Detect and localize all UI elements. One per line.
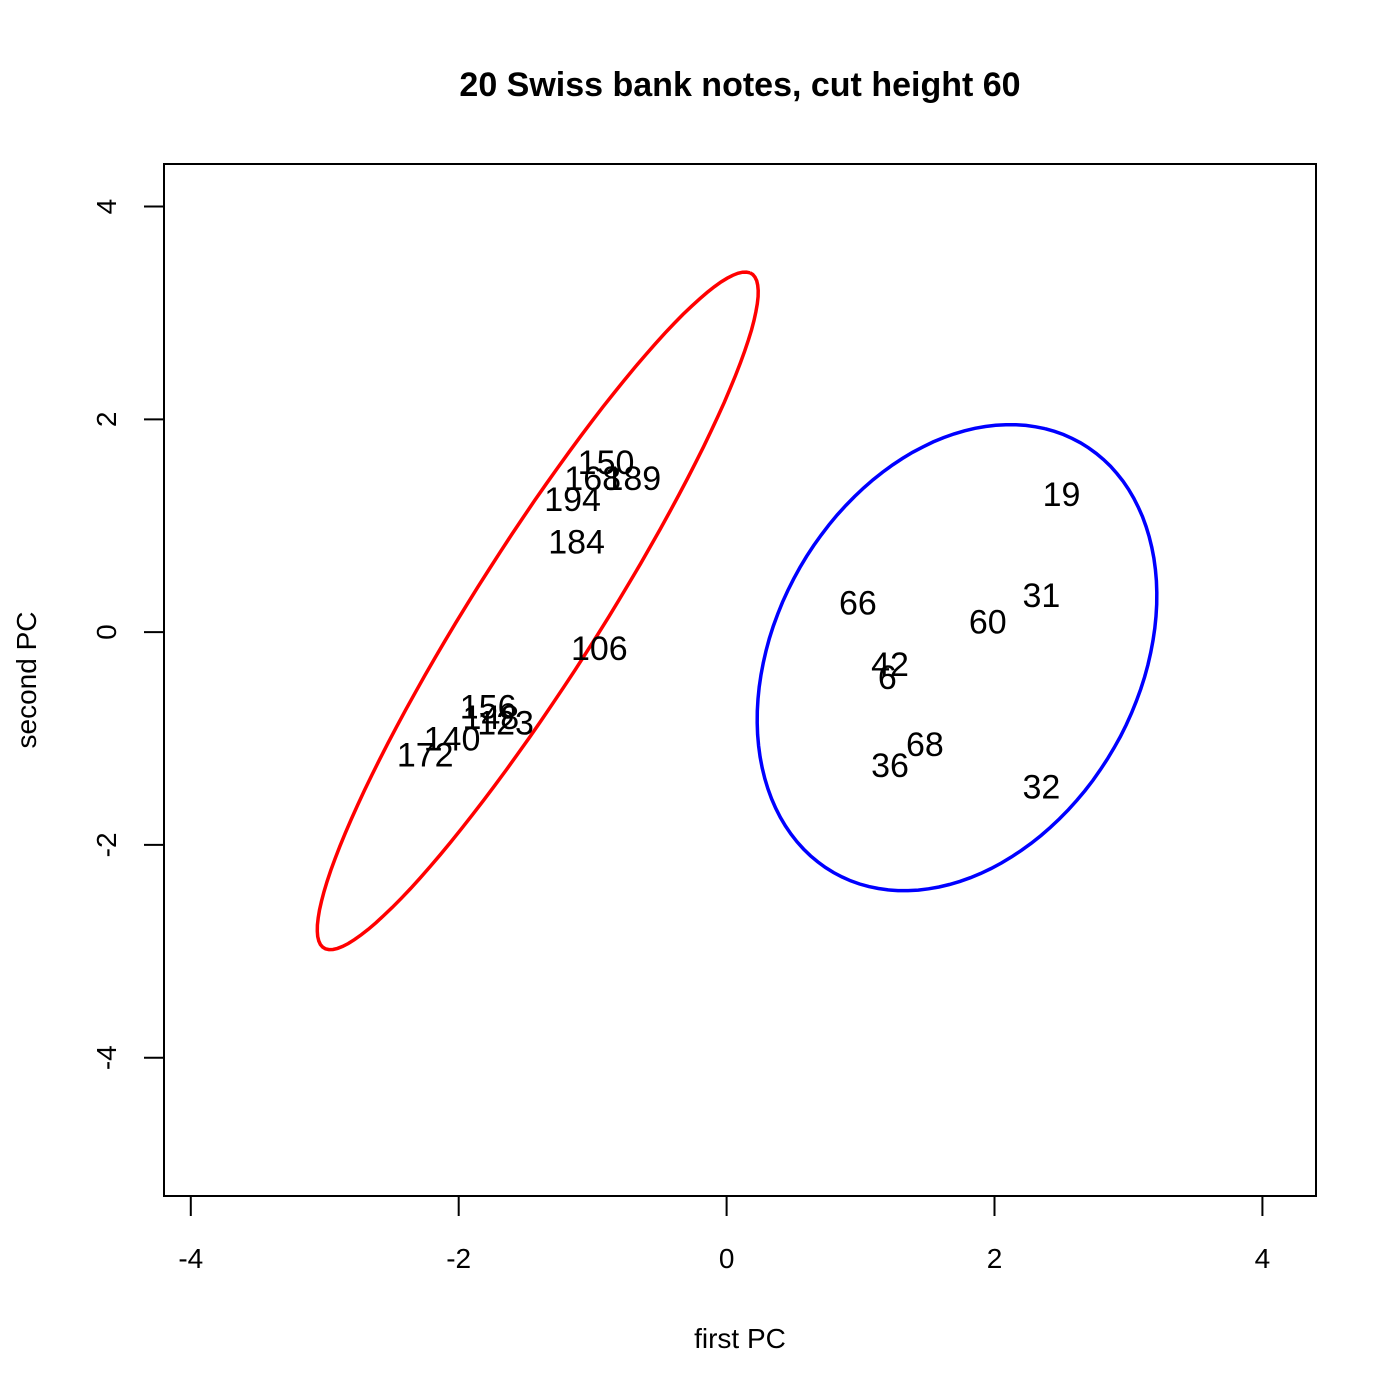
x-tick-label: 2	[987, 1243, 1003, 1274]
point-label-68: 68	[906, 726, 944, 764]
cluster-ellipse-2	[755, 422, 1159, 893]
point-labels: 1501681891941841061561481231401721931666…	[397, 444, 1081, 806]
point-label-123: 123	[477, 705, 534, 743]
x-tick-label: 4	[1255, 1243, 1271, 1274]
point-label-42: 42	[871, 646, 909, 684]
point-label-172: 172	[397, 736, 454, 774]
chart-title: 20 Swiss bank notes, cut height 60	[459, 66, 1020, 104]
y-tick-label: 4	[91, 199, 122, 215]
point-label-194: 194	[544, 481, 601, 519]
x-tick-label: -4	[178, 1243, 203, 1274]
x-tick-label: -2	[446, 1243, 471, 1274]
point-label-150: 150	[578, 444, 635, 482]
x-tick-label: 0	[719, 1243, 735, 1274]
point-label-168: 168	[564, 460, 621, 498]
point-label-148: 148	[462, 699, 519, 737]
point-label-184: 184	[548, 524, 605, 562]
point-label-156: 156	[460, 689, 517, 727]
point-label-32: 32	[1022, 768, 1060, 806]
point-label-66: 66	[839, 584, 877, 622]
point-label-6: 6	[878, 659, 897, 697]
y-tick-label: 0	[91, 624, 122, 640]
cluster-ellipses	[315, 270, 1159, 952]
point-label-189: 189	[604, 460, 661, 498]
y-tick-label: -4	[91, 1045, 122, 1070]
point-label-19: 19	[1043, 476, 1081, 514]
y-axis: -4 -2 0 2 4	[91, 199, 165, 1070]
x-axis-label: first PC	[694, 1323, 786, 1354]
y-tick-label: -2	[91, 832, 122, 857]
point-label-31: 31	[1022, 577, 1060, 615]
point-label-36: 36	[871, 747, 909, 785]
y-axis-label: second PC	[11, 612, 42, 749]
point-label-140: 140	[424, 721, 481, 759]
point-label-60: 60	[969, 603, 1007, 641]
cluster-ellipse-1	[315, 270, 760, 952]
x-axis: -4 -2 0 2 4	[178, 1195, 1271, 1274]
point-label-106: 106	[571, 630, 628, 668]
y-tick-label: 2	[91, 412, 122, 428]
